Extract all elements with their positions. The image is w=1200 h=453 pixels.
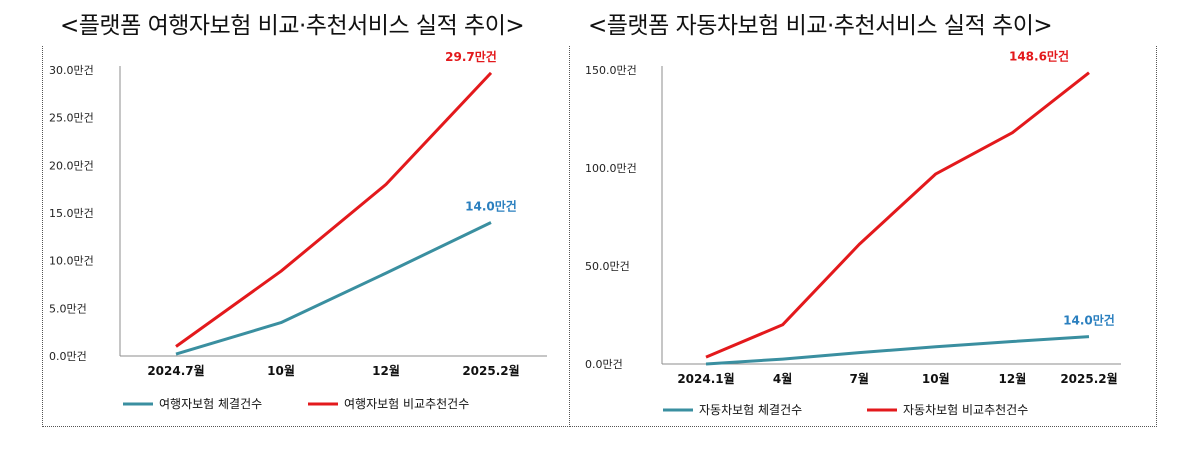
x-tick-label: 2025.2월 xyxy=(462,363,519,378)
end-data-label: 14.0만건 xyxy=(1063,313,1115,328)
series-line-2 xyxy=(705,71,1090,359)
x-tick-label: 10월 xyxy=(267,363,295,378)
x-tick-label: 10월 xyxy=(922,371,950,386)
auto-insurance-chart-panel: 0.0만건 50.0만건 100.0만건 150.0만건 2024.1월 4월 7월 10월 1… xyxy=(569,46,1157,427)
left-chart-title: <플랫폼 여행자보험 비교·추천서비스 실적 추이> xyxy=(60,13,525,39)
y-tick-label: 50.0만건 xyxy=(585,260,630,273)
travel-insurance-line-chart: 0.0만건 5.0만건 10.0만건 15.0만건 20.0만건 25.0만건 30.0만건… xyxy=(49,49,547,411)
x-tick-label: 2024.7월 xyxy=(147,363,204,378)
auto-insurance-line-chart: 0.0만건 50.0만건 100.0만건 150.0만건 2024.1월 4월 7월 10월 1… xyxy=(585,49,1121,417)
y-tick-label: 30.0만건 xyxy=(49,64,94,77)
legend-label: 자동차보험 체결건수 xyxy=(699,403,802,417)
legend-label: 자동차보험 비교추천건수 xyxy=(903,402,1028,417)
y-tick-label: 150.0만건 xyxy=(585,64,637,77)
x-tick-label: 12월 xyxy=(999,371,1027,386)
series-line-2 xyxy=(175,71,493,348)
series-line-1 xyxy=(705,335,1090,366)
y-tick-label: 10.0만건 xyxy=(49,255,94,268)
right-chart-title: <플랫폼 자동차보험 비교·추천서비스 실적 추이> xyxy=(588,13,1053,39)
x-tick-label: 12월 xyxy=(372,363,400,378)
travel-insurance-chart-panel: 0.0만건 5.0만건 10.0만건 15.0만건 20.0만건 25.0만건 30.0만건… xyxy=(42,46,570,427)
x-tick-label: 2025.2월 xyxy=(1060,371,1117,386)
end-data-label: 14.0만건 xyxy=(465,199,517,214)
end-data-label: 29.7만건 xyxy=(445,49,497,64)
y-tick-label: 100.0만건 xyxy=(585,162,637,175)
y-tick-label: 15.0만건 xyxy=(49,207,94,220)
series-line-1 xyxy=(175,221,492,356)
end-data-label: 148.6만건 xyxy=(1009,49,1069,64)
x-tick-label: 4월 xyxy=(773,371,792,386)
x-tick-label: 2024.1월 xyxy=(677,371,734,386)
x-tick-label: 7월 xyxy=(850,371,869,386)
legend-label: 여행자보험 비교추천건수 xyxy=(344,396,469,411)
y-tick-label: 20.0만건 xyxy=(49,159,94,172)
y-tick-label: 0.0만건 xyxy=(49,350,87,363)
y-tick-label: 5.0만건 xyxy=(49,302,87,315)
y-tick-label: 25.0만건 xyxy=(49,112,94,125)
y-tick-label: 0.0만건 xyxy=(585,358,623,371)
legend-label: 여행자보험 체결건수 xyxy=(159,396,262,411)
